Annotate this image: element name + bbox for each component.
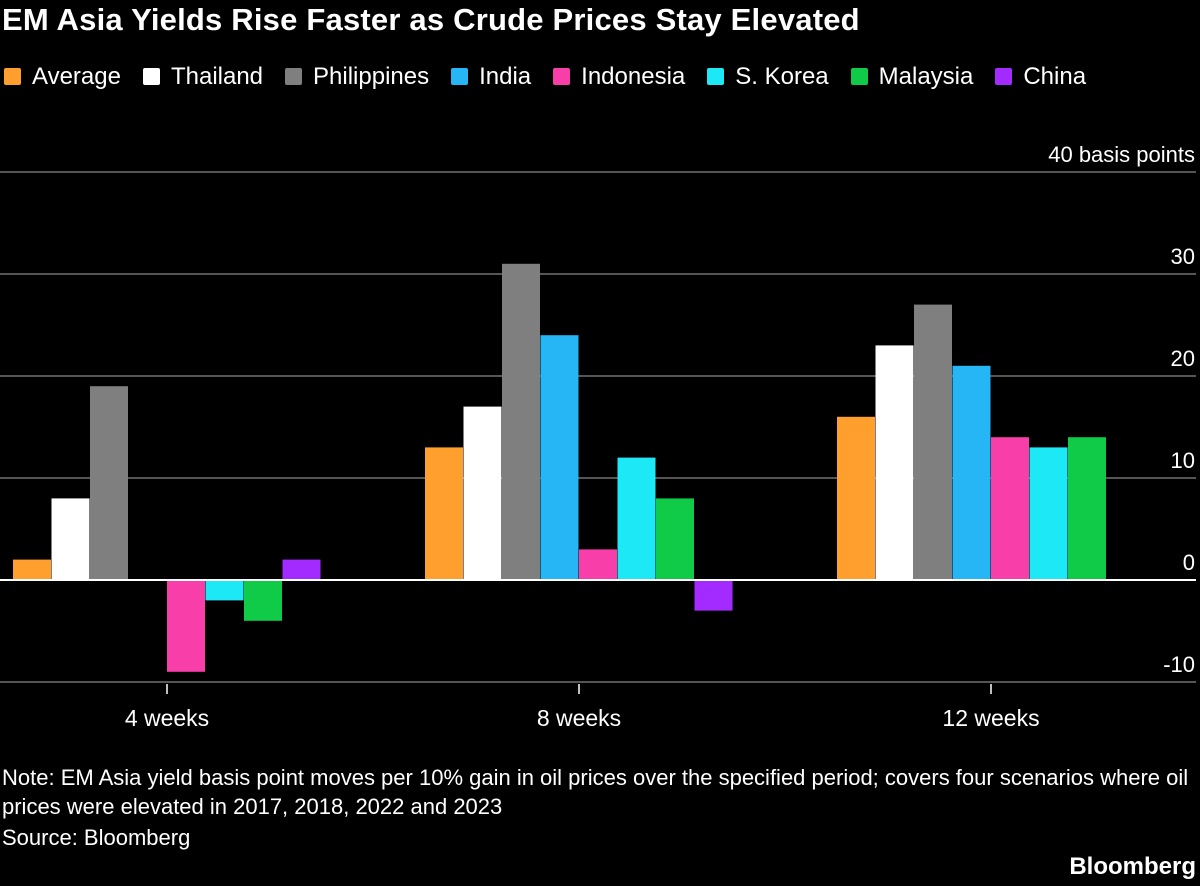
bar-china-1: [694, 580, 733, 611]
legend-item: S. Korea: [707, 60, 829, 93]
legend-item: China: [995, 60, 1086, 93]
bar-indonesia-1: [579, 549, 617, 580]
bar-s-korea-2: [1029, 447, 1068, 580]
bar-malaysia-1: [656, 498, 694, 580]
y-tick-label: -10: [1163, 652, 1195, 677]
legend-item: Philippines: [285, 60, 429, 93]
bar-indonesia-2: [991, 437, 1029, 580]
legend-item: Indonesia: [553, 60, 685, 93]
legend-item: Thailand: [142, 60, 264, 93]
bar-china-0: [282, 559, 321, 580]
legend-item: Malaysia: [850, 60, 974, 93]
legend-label: India: [479, 63, 532, 90]
chart-note: Note: EM Asia yield basis point moves pe…: [2, 765, 1189, 819]
y-tick-label: 20: [1171, 346, 1195, 371]
legend-swatch: [553, 68, 571, 85]
bar-philippines-2: [914, 304, 952, 580]
x-tick-label: 12 weeks: [942, 705, 1039, 731]
y-tick-label: 30: [1171, 244, 1195, 269]
y-tick-label: 0: [1183, 550, 1195, 575]
bar-indonesia-0: [167, 580, 205, 672]
legend-swatch: [451, 68, 469, 85]
legend-swatch: [850, 68, 868, 85]
legend-label: Malaysia: [878, 63, 974, 90]
x-tick-label: 4 weeks: [125, 705, 209, 731]
legend-label: Indonesia: [581, 63, 686, 90]
bar-thailand-1: [463, 406, 502, 580]
bar-philippines-1: [502, 263, 540, 580]
legend: Average Thailand Philippines India Indonesia…: [4, 60, 1154, 94]
bar-thailand-0: [51, 498, 90, 580]
x-tick-label: 8 weeks: [537, 705, 621, 731]
bar-s-korea-1: [617, 457, 656, 580]
y-tick-label: 40 basis points: [1048, 142, 1195, 167]
legend-item: India: [451, 60, 531, 93]
legend-swatch: [4, 68, 21, 85]
bar-malaysia-2: [1068, 437, 1106, 580]
legend-swatch: [285, 68, 303, 85]
bar-india-1: [540, 335, 579, 580]
bar-average-1: [425, 447, 463, 580]
legend-label: Thailand: [170, 63, 264, 90]
bar-malaysia-0: [244, 580, 282, 621]
bloomberg-logo: Bloomberg: [1069, 853, 1196, 880]
legend-label: Philippines: [313, 63, 430, 90]
bar-india-2: [952, 365, 991, 580]
legend-label: Average: [32, 63, 121, 90]
bar-average-2: [837, 416, 875, 580]
legend-label: S. Korea: [735, 63, 829, 90]
chart-title: EM Asia Yields Rise Faster as Crude Pric…: [2, 2, 860, 37]
bar-thailand-2: [875, 345, 914, 580]
bar-s-korea-0: [205, 580, 244, 601]
legend-swatch: [707, 68, 725, 85]
chart-source: Source: Bloomberg: [2, 825, 191, 850]
bar-average-0: [13, 559, 51, 580]
bar-philippines-0: [90, 386, 128, 580]
legend-swatch: [995, 68, 1013, 85]
legend-swatch: [142, 68, 160, 85]
legend-label: China: [1023, 63, 1087, 90]
y-tick-label: 10: [1171, 448, 1195, 473]
legend-item: Average: [4, 60, 121, 93]
